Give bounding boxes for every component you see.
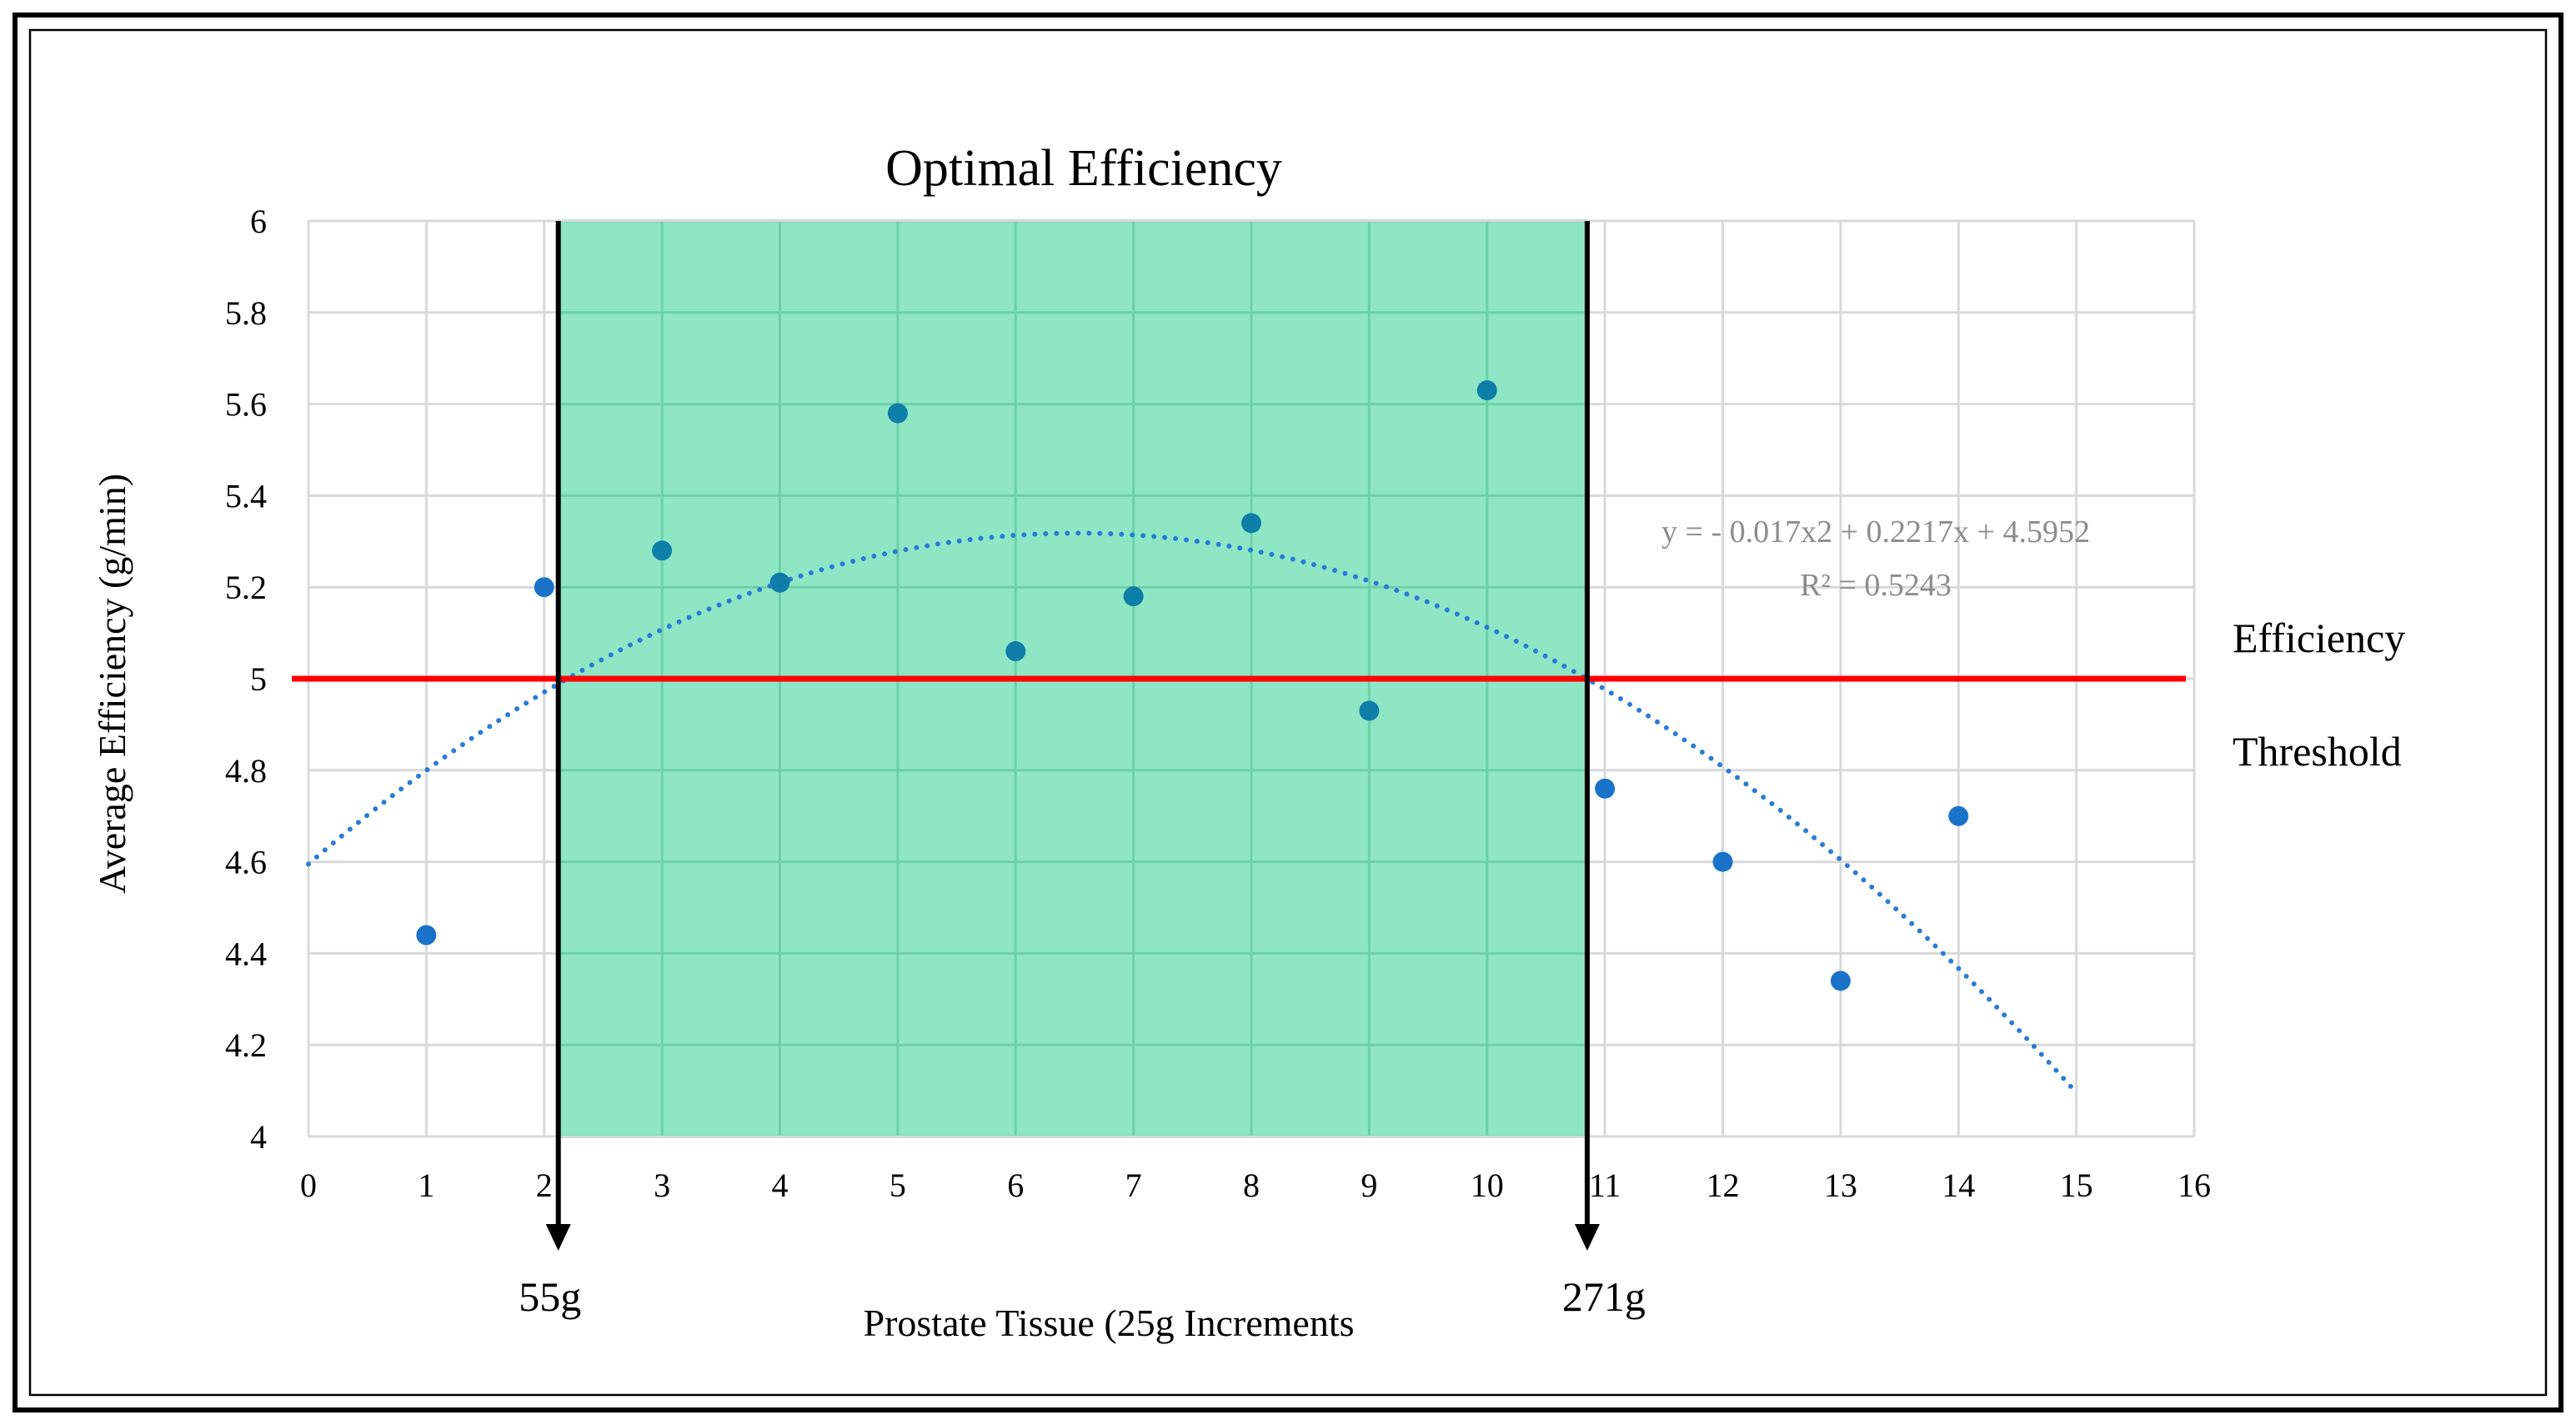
threshold-label-line1: Efficiency — [2233, 615, 2405, 661]
y-tick-label: 4.2 — [225, 1026, 267, 1064]
x-tick-label: 12 — [1706, 1167, 1740, 1204]
threshold-label-line2: Threshold — [2233, 728, 2402, 775]
y-tick-label: 5.4 — [225, 477, 267, 514]
x-tick-label: 14 — [1942, 1167, 1975, 1204]
x-tick-label: 10 — [1471, 1167, 1504, 1204]
y-tick-label: 4.6 — [225, 844, 267, 881]
trendline — [306, 530, 2079, 1096]
x-tick-label: 2 — [536, 1167, 553, 1204]
marker-arrowhead — [1574, 1224, 1600, 1251]
y-tick-label: 6 — [250, 203, 267, 240]
x-tick-label: 16 — [2178, 1167, 2211, 1204]
y-tick-label: 5 — [250, 660, 267, 698]
data-point — [887, 403, 908, 424]
data-point — [1595, 778, 1616, 799]
optimal-start-label: 55g — [519, 1273, 581, 1320]
data-point — [416, 925, 437, 946]
data-point — [1948, 805, 1969, 826]
y-tick-label: 5.2 — [225, 569, 267, 606]
x-tick-label: 6 — [1007, 1167, 1024, 1204]
data-points — [416, 380, 1969, 991]
data-point — [1476, 380, 1497, 401]
y-tick-label: 5.6 — [225, 386, 267, 424]
x-tick-label: 3 — [654, 1167, 670, 1204]
data-point — [1005, 641, 1026, 662]
data-point — [1712, 851, 1733, 872]
x-tick-label: 15 — [2060, 1167, 2093, 1204]
x-axis-title: Prostate Tissue (25g Increments — [863, 1302, 1354, 1344]
x-tick-label: 1 — [418, 1167, 434, 1204]
x-tick-label: 8 — [1243, 1167, 1260, 1204]
x-tick-label: 5 — [890, 1167, 906, 1204]
figure-inner-frame — [28, 28, 2548, 1397]
trendline-r-squared: R² = 0.5243 — [1800, 568, 1952, 603]
x-tick-label: 11 — [1589, 1167, 1621, 1204]
y-tick-label: 4.8 — [225, 752, 267, 790]
x-tick-label: 7 — [1125, 1167, 1142, 1204]
data-point — [769, 572, 790, 593]
chart-title: Optimal Efficiency — [885, 140, 1282, 197]
x-axis-ticks: 0 1 2 3 4 5 6 7 8 9 10 11 12 13 14 15 16 — [300, 1167, 2211, 1204]
optimal-start-marker — [545, 221, 571, 1251]
data-point — [534, 577, 554, 598]
data-point — [1830, 971, 1851, 991]
y-axis-ticks: 4 4.2 4.4 4.6 4.8 5 5.2 5.4 5.6 5.8 6 — [225, 203, 267, 1156]
data-point — [1241, 513, 1261, 534]
y-tick-label: 4 — [250, 1118, 267, 1156]
y-axis-title: Average Efficiency (g/min) — [91, 474, 133, 894]
data-point — [1123, 586, 1144, 607]
y-tick-label: 4.4 — [225, 935, 267, 972]
data-point — [1359, 700, 1380, 721]
x-tick-label: 4 — [772, 1167, 789, 1204]
x-tick-label: 0 — [300, 1167, 317, 1204]
x-tick-label: 13 — [1824, 1167, 1857, 1204]
marker-arrowhead — [545, 1224, 571, 1251]
y-tick-label: 5.8 — [225, 294, 267, 332]
optimal-end-label: 271g — [1562, 1273, 1646, 1320]
data-point — [652, 540, 673, 561]
x-tick-label: 9 — [1361, 1167, 1377, 1204]
optimal-end-marker — [1574, 221, 1600, 1251]
trendline-equation: y = - 0.017x2 + 0.2217x + 4.5952 — [1661, 514, 2090, 549]
